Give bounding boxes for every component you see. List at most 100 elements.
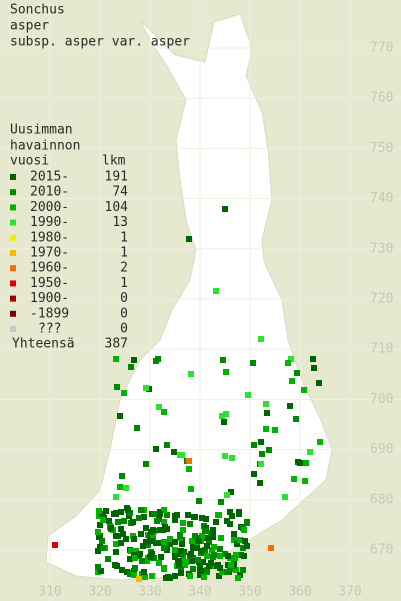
observation-dot bbox=[105, 556, 111, 562]
observation-dot bbox=[197, 572, 203, 578]
east-label: 340 bbox=[188, 585, 211, 600]
observation-dot bbox=[182, 562, 188, 568]
observation-dot bbox=[251, 471, 257, 477]
observation-dot bbox=[177, 452, 183, 458]
legend-swatch bbox=[10, 219, 16, 226]
observation-dot bbox=[244, 543, 250, 549]
observation-dot bbox=[143, 539, 149, 545]
observation-dot bbox=[100, 545, 106, 551]
observation-dot bbox=[201, 574, 207, 580]
observation-dot bbox=[302, 478, 308, 484]
observation-dot bbox=[259, 451, 265, 457]
observation-dot bbox=[257, 480, 263, 486]
legend-header: Uusimman bbox=[10, 123, 73, 138]
observation-dot bbox=[106, 518, 112, 524]
observation-dot bbox=[231, 531, 237, 537]
observation-dot bbox=[272, 427, 278, 433]
legend-label: 1970- bbox=[30, 246, 69, 261]
observation-dot bbox=[263, 426, 269, 432]
observation-dot bbox=[171, 449, 177, 455]
legend-label: ??? bbox=[38, 322, 61, 337]
observation-dot bbox=[233, 567, 239, 573]
legend-count: 1 bbox=[120, 230, 128, 245]
observation-dot bbox=[161, 545, 167, 551]
observation-dot bbox=[211, 544, 217, 550]
observation-dot bbox=[192, 533, 198, 539]
observation-dot bbox=[172, 539, 178, 545]
observation-dot bbox=[301, 387, 307, 393]
observation-dot bbox=[224, 518, 230, 524]
legend-count: 0 bbox=[120, 291, 128, 306]
observation-dot bbox=[113, 549, 119, 555]
observation-dot bbox=[162, 524, 168, 530]
observation-dot bbox=[186, 466, 192, 472]
observation-dot bbox=[199, 548, 205, 554]
observation-dot bbox=[97, 522, 103, 528]
observation-dot bbox=[213, 288, 219, 294]
observation-dot bbox=[164, 442, 170, 448]
observation-dot bbox=[191, 514, 197, 520]
observation-dot bbox=[128, 364, 134, 370]
observation-dot bbox=[154, 518, 160, 524]
observation-dot bbox=[156, 560, 162, 566]
observation-dot bbox=[149, 538, 155, 544]
observation-dot bbox=[199, 533, 205, 539]
observation-dot bbox=[285, 360, 291, 366]
observation-dot bbox=[223, 411, 229, 417]
observation-dot bbox=[118, 540, 124, 546]
observation-dot bbox=[219, 569, 225, 575]
observation-dot bbox=[266, 447, 272, 453]
observation-dot bbox=[121, 518, 127, 524]
observation-dot bbox=[316, 380, 322, 386]
title-line: subsp. asper var. asper bbox=[10, 35, 190, 50]
observation-dot bbox=[96, 508, 102, 514]
observation-dot bbox=[138, 531, 144, 537]
title-line: Sonchus bbox=[10, 3, 65, 18]
observation-dot bbox=[264, 410, 270, 416]
observation-dot bbox=[143, 461, 149, 467]
legend-label: -1899 bbox=[30, 306, 69, 321]
legend-label: 1990- bbox=[30, 215, 69, 230]
observation-dot bbox=[158, 554, 164, 560]
observation-dot bbox=[210, 534, 216, 540]
legend-label: 1960- bbox=[30, 261, 69, 276]
observation-dot bbox=[294, 370, 300, 376]
observation-dot bbox=[216, 573, 222, 579]
observation-dot bbox=[187, 573, 193, 579]
observation-dot bbox=[188, 371, 194, 377]
observation-dot bbox=[241, 527, 247, 533]
observation-dot bbox=[172, 547, 178, 553]
north-label: 690 bbox=[370, 442, 393, 457]
observation-dot bbox=[138, 507, 144, 513]
observation-dot bbox=[204, 569, 210, 575]
observation-dot bbox=[242, 538, 248, 544]
north-label: 680 bbox=[370, 492, 393, 507]
observation-dot bbox=[195, 557, 201, 563]
north-label: 740 bbox=[370, 191, 393, 206]
observation-dot bbox=[282, 494, 288, 500]
observation-dot bbox=[218, 499, 224, 505]
observation-dot bbox=[221, 419, 227, 425]
observation-dot bbox=[136, 576, 142, 582]
legend-label: 2015- bbox=[30, 170, 69, 185]
legend-count: 0 bbox=[120, 322, 128, 337]
observation-dot bbox=[119, 473, 125, 479]
observation-dot bbox=[127, 556, 133, 562]
observation-dot bbox=[137, 551, 143, 557]
observation-dot bbox=[128, 548, 134, 554]
north-label: 710 bbox=[370, 342, 393, 357]
observation-dot bbox=[119, 567, 125, 573]
observation-dot bbox=[151, 511, 157, 517]
observation-dot bbox=[52, 542, 58, 548]
observation-dot bbox=[258, 461, 264, 467]
observation-dot bbox=[187, 521, 193, 527]
east-label: 310 bbox=[38, 585, 61, 600]
observation-dot bbox=[303, 460, 309, 466]
observation-dot bbox=[297, 460, 303, 466]
observation-dot bbox=[217, 553, 223, 559]
observation-dot bbox=[204, 535, 210, 541]
observation-dot bbox=[121, 390, 127, 396]
legend-label: 1900- bbox=[30, 291, 69, 306]
